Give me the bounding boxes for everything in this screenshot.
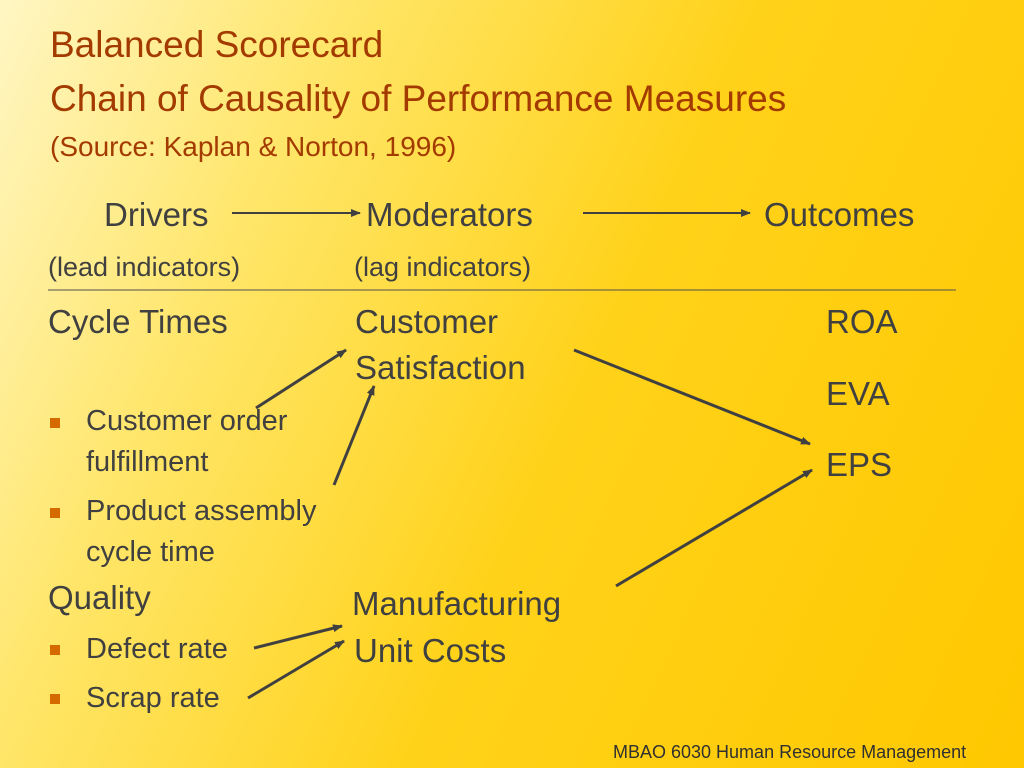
outcome-eps: EPS [826, 446, 893, 483]
defect-rate-item: Defect rate [86, 633, 228, 665]
customer-order-item: Customer order [86, 405, 288, 437]
cycle-times-label: Cycle Times [48, 303, 228, 340]
product-assembly-item-cont: cycle time [86, 536, 215, 568]
bullet-marker [50, 508, 60, 518]
scrap-rate-item: Scrap rate [86, 682, 220, 714]
bullet-marker [50, 694, 60, 704]
source-citation: (Source: Kaplan & Norton, 1996) [50, 131, 457, 162]
title-line-2: Chain of Causality of Performance Measur… [50, 78, 787, 119]
drivers-heading: Drivers [104, 196, 209, 233]
arrow-satisfaction-to-eps [573, 348, 811, 446]
arrow-order-to-satisfaction [255, 348, 347, 410]
arrow-costs-to-eps [615, 468, 813, 588]
customer-satisfaction-label: Customer [355, 303, 499, 340]
outcome-roa: ROA [826, 303, 898, 340]
manufacturing-costs-label: Manufacturing [352, 585, 562, 622]
outcome-eva: EVA [826, 375, 890, 412]
arrow-scrap-to-costs [247, 639, 345, 700]
customer-order-item-cont: fulfillment [86, 446, 209, 478]
bullet-marker [50, 418, 60, 428]
quality-label: Quality [48, 579, 151, 616]
lead-indicators-label: (lead indicators) [48, 252, 241, 282]
title-line-1: Balanced Scorecard [50, 24, 384, 65]
product-assembly-item: Product assembly [86, 495, 317, 527]
lag-indicators-label: (lag indicators) [354, 252, 532, 282]
arrow-assembly-to-satisfaction [332, 385, 376, 486]
arrow-defect-to-costs [253, 624, 343, 650]
footer-course-label: MBAO 6030 Human Resource Management [613, 742, 967, 762]
customer-satisfaction-label-cont: Satisfaction [355, 349, 526, 386]
manufacturing-costs-label-cont: Unit Costs [354, 632, 507, 669]
bullet-marker [50, 645, 60, 655]
moderators-heading: Moderators [366, 196, 533, 233]
outcomes-heading: Outcomes [764, 196, 915, 233]
